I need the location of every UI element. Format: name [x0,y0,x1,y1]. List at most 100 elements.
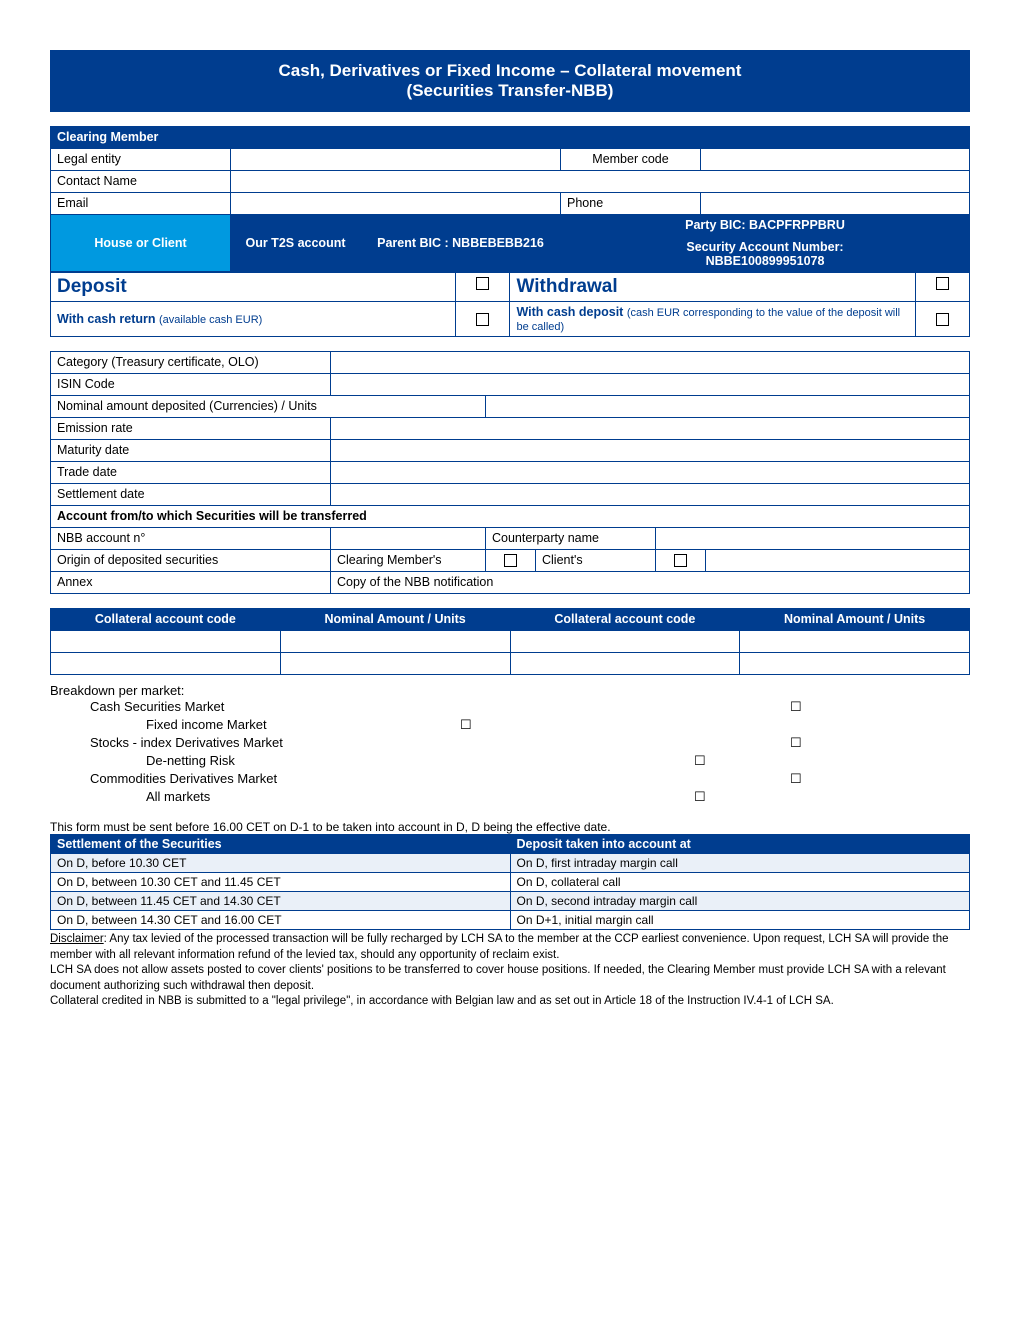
collat-r1c4[interactable] [740,631,970,653]
nbb-label: NBB account n° [51,528,331,550]
withdrawal-checkbox-cell[interactable] [915,273,969,302]
collat-code-h2: Collateral account code [510,609,740,631]
cash-return-label: With cash return (available cash EUR) [51,302,456,337]
isin-label: ISIN Code [51,374,331,396]
sett-r3c1: On D+1, initial margin call [510,911,970,930]
trade-label: Trade date [51,462,331,484]
maturity-field[interactable] [331,440,970,462]
bk-r6: All markets [50,789,450,804]
legal-entity-label: Legal entity [51,149,231,171]
sett-r1c0: On D, between 10.30 CET and 11.45 CET [51,873,511,892]
t2s-label: Our T2S account [231,215,361,272]
bk-c1[interactable]: ☐ [790,699,802,715]
sett-r0c1: On D, first intraday margin call [510,854,970,873]
collateral-table: Collateral account code Nominal Amount /… [50,608,970,675]
client-label: Client's [536,550,656,572]
sett-h1: Settlement of the Securities [51,835,511,854]
disclaimer: Disclaimer: Any tax levied of the proces… [50,932,970,1010]
email-label: Email [51,193,231,215]
category-field[interactable] [331,352,970,374]
collat-code-h1: Collateral account code [51,609,281,631]
collat-r2c3[interactable] [510,653,740,675]
bk-r2: Fixed income Market [50,717,450,732]
sec-acc-num: NBBE100899951078 [706,254,825,268]
security-account: Security Account Number: NBBE10089995107… [561,237,970,272]
counterparty-label: Counterparty name [486,528,656,550]
member-code-label: Member code [561,149,701,171]
cm-label: Clearing Member's [331,550,486,572]
party-bic: Party BIC: BACPFRPPBRU [561,215,970,237]
account-header: Account from/to which Securities will be… [51,506,970,528]
clearing-member-header: Clearing Member [51,127,970,149]
email-field[interactable] [231,193,561,215]
sett-r2c1: On D, second intraday margin call [510,892,970,911]
bk-c5[interactable]: ☐ [790,771,802,787]
form-title: Cash, Derivatives or Fixed Income – Coll… [50,50,970,112]
maturity-label: Maturity date [51,440,331,462]
bk-r4: De-netting Risk [50,753,450,768]
collat-r1c3[interactable] [510,631,740,653]
client-checkbox-cell[interactable] [656,550,706,572]
sec-acc-lbl: Security Account Number: [686,240,843,254]
collat-r2c4[interactable] [740,653,970,675]
withdrawal-label: Withdrawal [510,273,915,302]
nominal-field[interactable] [486,396,970,418]
bk-r3: Stocks - index Derivatives Market [50,735,450,750]
annex-val: Copy of the NBB notification [331,572,970,594]
origin-spare [706,550,970,572]
bk-c6[interactable]: ☐ [694,789,706,805]
bk-c4[interactable]: ☐ [694,753,706,769]
nbb-field[interactable] [331,528,486,550]
sett-h2: Deposit taken into account at [510,835,970,854]
bk-r5: Commodities Derivatives Market [50,771,450,786]
isin-field[interactable] [331,374,970,396]
clearing-member-table: Clearing Member Legal entity Member code… [50,126,970,272]
collat-amt-h1: Nominal Amount / Units [280,609,510,631]
annex-label: Annex [51,572,331,594]
deposit-label: Deposit [51,273,456,302]
cm-checkbox-cell[interactable] [486,550,536,572]
disc-p1b: : Any tax levied of the processed transa… [50,933,949,961]
collat-amt-h2: Nominal Amount / Units [740,609,970,631]
cash-deposit-checkbox-cell[interactable] [915,302,969,337]
bk-c3[interactable]: ☐ [790,735,802,751]
collat-r2c2[interactable] [280,653,510,675]
member-code-field[interactable] [701,149,970,171]
deposit-checkbox-cell[interactable] [456,273,510,302]
disc-u: Disclaimer [50,933,104,945]
trade-field[interactable] [331,462,970,484]
parent-bic: Parent BIC : NBBEBEBB216 [361,215,561,272]
disc-p2: LCH SA does not allow assets posted to c… [50,964,946,992]
deposit-withdrawal-table: Deposit Withdrawal With cash return (ava… [50,272,970,337]
details-table: Category (Treasury certificate, OLO) ISI… [50,351,970,594]
contact-field[interactable] [231,171,970,193]
settlement-field[interactable] [331,484,970,506]
phone-field[interactable] [701,193,970,215]
cash-deposit-label: With cash deposit (cash EUR correspondin… [510,302,915,337]
origin-label: Origin of deposited securities [51,550,331,572]
sett-r2c0: On D, between 11.45 CET and 14.30 CET [51,892,511,911]
collat-r1c2[interactable] [280,631,510,653]
form-note: This form must be sent before 16.00 CET … [50,820,970,834]
phone-label: Phone [561,193,701,215]
bk-r1: Cash Securities Market [50,699,450,714]
house-client-label: House or Client [51,215,231,272]
category-label: Category (Treasury certificate, OLO) [51,352,331,374]
title-line1: Cash, Derivatives or Fixed Income – Coll… [279,61,742,80]
disc-p3: Collateral credited in NBB is submitted … [50,995,834,1007]
sett-r0c0: On D, before 10.30 CET [51,854,511,873]
sett-r3c0: On D, between 14.30 CET and 16.00 CET [51,911,511,930]
nominal-label: Nominal amount deposited (Currencies) / … [51,396,486,418]
settlement-table: Settlement of the Securities Deposit tak… [50,834,970,930]
collat-r1c1[interactable] [51,631,281,653]
breakdown-title: Breakdown per market: [50,683,970,698]
sett-r1c1: On D, collateral call [510,873,970,892]
cash-return-checkbox-cell[interactable] [456,302,510,337]
counterparty-field[interactable] [656,528,970,550]
emission-field[interactable] [331,418,970,440]
bk-c2[interactable]: ☐ [460,717,472,733]
collat-r2c1[interactable] [51,653,281,675]
legal-entity-field[interactable] [231,149,561,171]
settlement-label: Settlement date [51,484,331,506]
breakdown-section: Breakdown per market: Cash Securities Ma… [50,683,970,806]
